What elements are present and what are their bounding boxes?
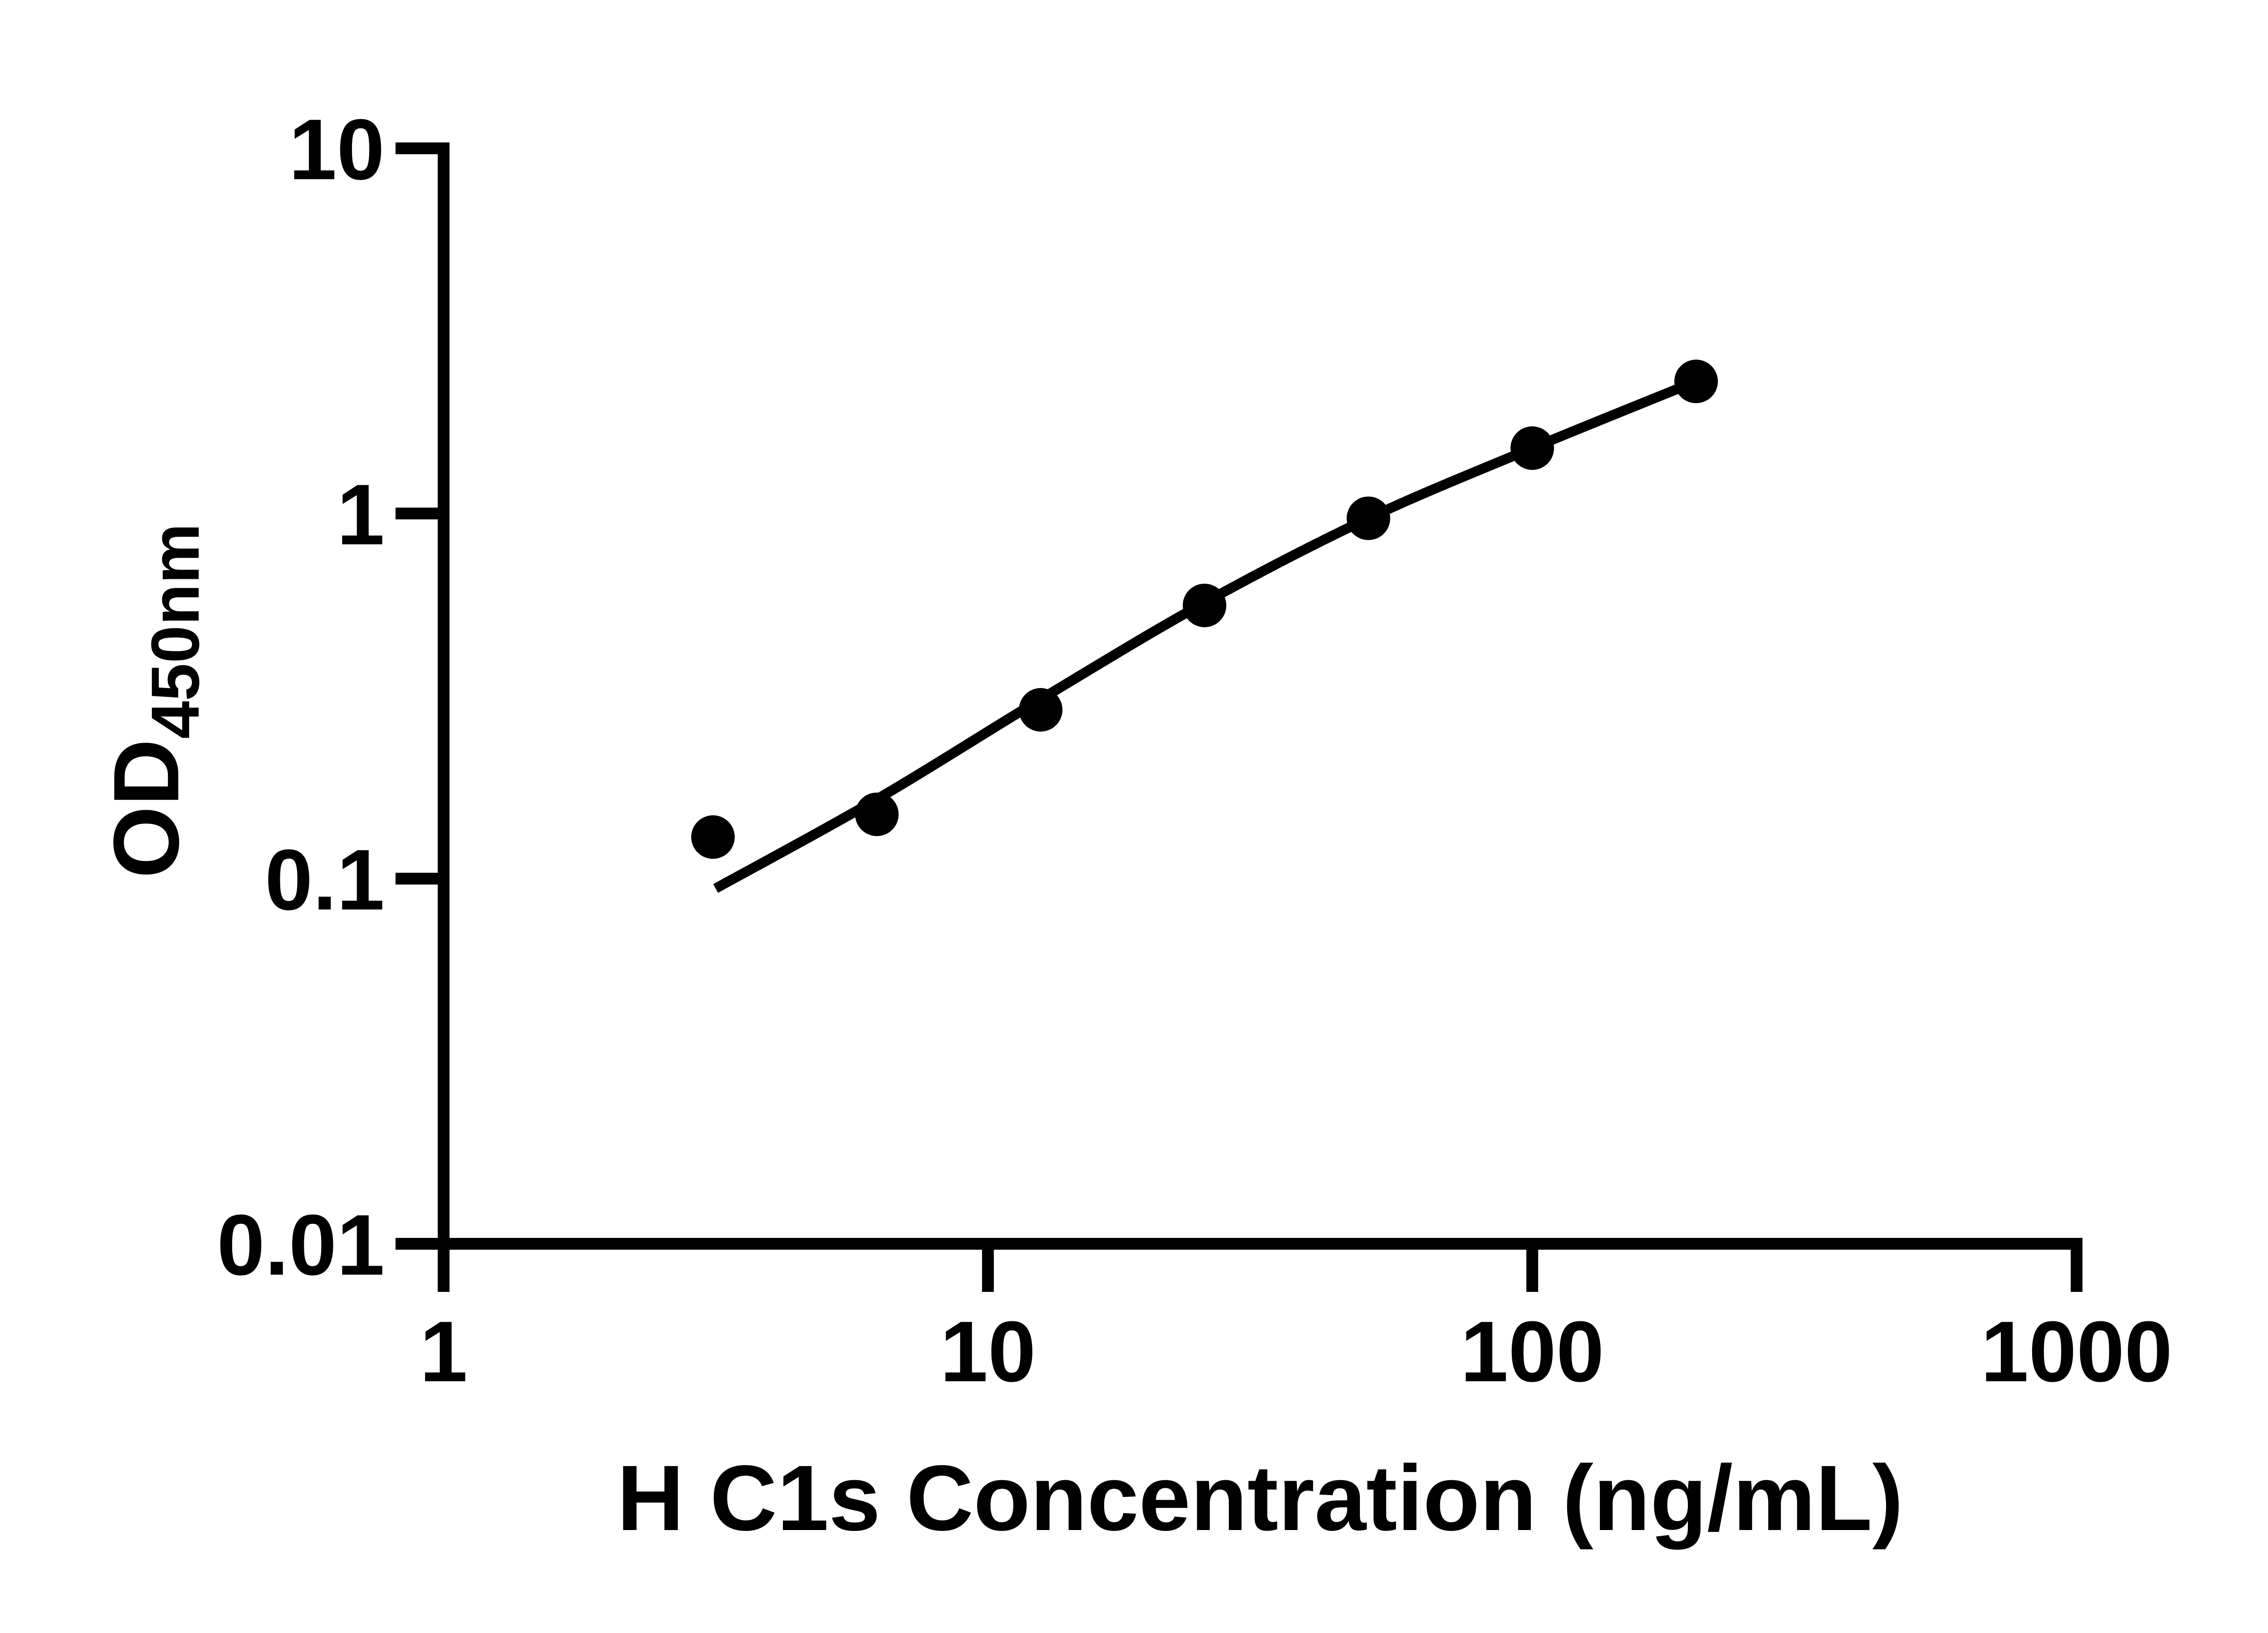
x-axis-tick-labels: 1 10 100 1000 [420,1304,2172,1400]
y-tick-10 [396,142,450,154]
y-tick-label-1: 1 [337,467,385,563]
y-axis-title: OD450nm [94,523,213,879]
x-tick-100 [1526,1244,1538,1292]
data-points [691,359,1718,859]
x-tick-label-1: 1 [420,1304,468,1400]
data-point-200ng [1674,359,1718,403]
data-point-12.5ng [1019,688,1063,732]
x-tick-1000 [2071,1244,2082,1292]
data-point-50ng [1346,496,1390,540]
y-tick-1 [396,508,450,519]
x-tick-10 [982,1244,994,1292]
data-point-6.25ng [855,792,899,836]
x-tick-label-100: 100 [1460,1304,1604,1400]
y-axis-title-subscript: 450nm [137,523,213,739]
y-tick-0.1 [396,873,450,885]
axes [396,142,2082,1292]
data-point-3.125ng [691,815,735,859]
x-axis-title: H C1s Concentration (ng/mL) [617,1446,1903,1550]
x-tick-label-1000: 1000 [1981,1304,2173,1400]
y-tick-label-10: 10 [289,102,385,198]
x-tick-label-10: 10 [940,1304,1036,1400]
data-point-100ng [1510,426,1554,470]
y-axis-title-main: OD [94,739,198,879]
data-point-25ng [1183,583,1227,627]
y-axis-tick-labels: 10 1 0.1 0.01 [217,102,385,1293]
y-axis-spine [438,142,450,1292]
y-tick-label-0.1: 0.1 [265,832,385,928]
x-axis-line [396,1238,2082,1250]
y-tick-label-0.01: 0.01 [217,1197,385,1293]
